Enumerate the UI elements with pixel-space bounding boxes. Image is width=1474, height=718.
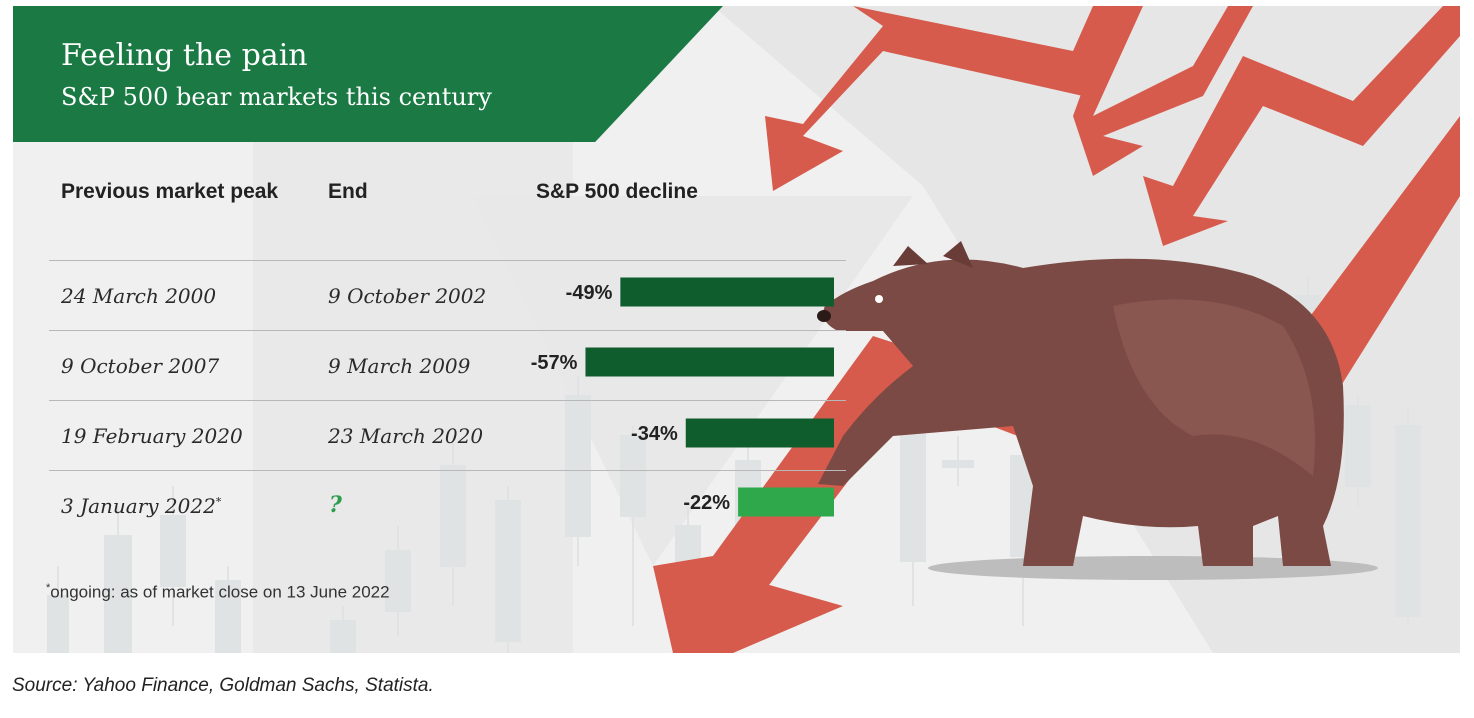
chart-subtitle: S&P 500 bear markets this century xyxy=(61,83,492,111)
bear-illustration xyxy=(817,241,1378,580)
peak-date-text: 3 January 2022 xyxy=(61,494,216,518)
candlestick-pattern xyxy=(47,276,1421,653)
footnote: *ongoing: as of market close on 13 June … xyxy=(46,582,390,603)
bear-eye xyxy=(875,295,883,303)
decline-bar xyxy=(685,418,834,448)
arrow-head xyxy=(703,566,843,653)
peak-date: 9 October 2007 xyxy=(61,354,220,378)
decline-bar xyxy=(585,347,834,377)
peak-date-ongoing: 3 January 2022* xyxy=(61,494,221,518)
bear-shading xyxy=(1113,299,1315,476)
chart-title: Feeling the pain xyxy=(61,38,308,73)
row-divider xyxy=(49,330,846,331)
end-date: 9 October 2002 xyxy=(328,284,487,308)
source-note: Source: Yahoo Finance, Goldman Sachs, St… xyxy=(12,675,434,696)
down-arrow-icon xyxy=(1143,6,1460,246)
bear-nose xyxy=(817,310,831,322)
decline-bar xyxy=(738,487,834,517)
column-header-end: End xyxy=(328,180,368,203)
decline-value-label: -22% xyxy=(683,492,730,514)
end-date-unknown: ? xyxy=(329,492,342,518)
peak-date: 19 February 2020 xyxy=(61,424,243,448)
row-divider xyxy=(49,400,846,401)
title-banner: Feeling the pain S&P 500 bear markets th… xyxy=(13,6,723,142)
row-divider xyxy=(49,470,846,471)
decline-value-label: -34% xyxy=(631,423,678,445)
decline-value-label: -49% xyxy=(566,282,613,304)
background-illustration xyxy=(47,6,1460,653)
column-header-decline: S&P 500 decline xyxy=(536,180,698,203)
footnote-marker: * xyxy=(46,582,51,594)
footnote-text: ongoing: as of market close on 13 June 2… xyxy=(50,582,390,602)
decline-bars: -49% -57% -34% -22% xyxy=(531,277,834,517)
decline-bar xyxy=(620,277,834,307)
end-date: 9 March 2009 xyxy=(328,354,471,378)
bear-ear xyxy=(943,241,973,268)
end-date: 23 March 2020 xyxy=(328,424,484,448)
bear-ear xyxy=(893,246,928,266)
down-arrow-icon xyxy=(765,6,1123,191)
decline-value-label: -57% xyxy=(531,352,578,374)
footnote-marker: * xyxy=(215,495,222,509)
background-panel xyxy=(253,6,573,653)
peak-date: 24 March 2000 xyxy=(61,284,217,308)
down-arrow-icon xyxy=(1073,6,1253,176)
column-header-peak: Previous market peak xyxy=(61,180,279,203)
row-divider xyxy=(49,260,846,261)
infographic-card: Feeling the pain S&P 500 bear markets th… xyxy=(13,6,1460,653)
